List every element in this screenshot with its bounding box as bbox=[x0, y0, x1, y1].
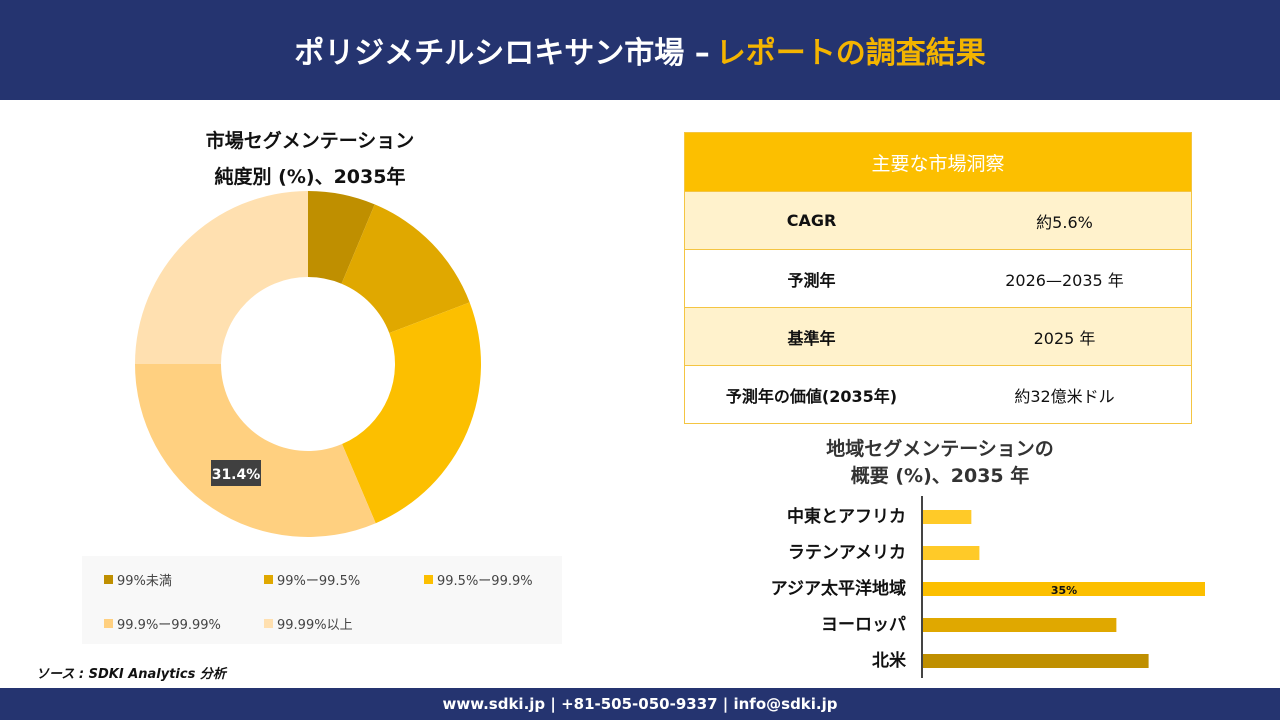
legend-swatch bbox=[264, 575, 273, 584]
row-value: 2025 年 bbox=[1033, 328, 1096, 348]
row-label: CAGR bbox=[786, 211, 837, 230]
legend-swatch bbox=[104, 619, 113, 628]
legend-swatch bbox=[264, 619, 273, 628]
table-row: 予測年 2026—2035 年 bbox=[685, 249, 1191, 307]
insights-title: 主要な市場洞察 bbox=[685, 133, 1191, 191]
donut-slice bbox=[342, 302, 481, 524]
bar bbox=[923, 654, 1149, 668]
bar-subtitle: 概要 (%)、2035 年 bbox=[850, 465, 1030, 487]
table-row: 予測年の価値(2035年) 約32億米ドル bbox=[685, 365, 1191, 423]
donut-chart: 31.4% bbox=[135, 191, 481, 537]
bar-category-label: ヨーロッパ bbox=[821, 615, 906, 635]
bar bbox=[923, 618, 1117, 632]
legend-label: 99.9%ー99.99% bbox=[117, 618, 221, 633]
insights-table: 主要な市場洞察 CAGR 約5.6% 予測年 2026—2035 年 基準年 2025… bbox=[684, 132, 1192, 424]
bar-title: 地域セグメンテーションの bbox=[826, 438, 1054, 460]
donut-slice bbox=[135, 191, 308, 364]
row-label: 基準年 bbox=[787, 328, 836, 348]
row-value: 約32億米ドル bbox=[1014, 386, 1115, 406]
bar-category-label: ラテンアメリカ bbox=[788, 543, 906, 563]
legend-swatch bbox=[424, 575, 433, 584]
bar-category-label: 北米 bbox=[872, 650, 907, 671]
legend-swatch bbox=[104, 575, 113, 584]
donut-legend: 99%未満 99%ー99.5% 99.5%ー99.9% 99.9%ー99.99% 99.… bbox=[82, 556, 562, 644]
bar-category-label: アジア太平洋地域 bbox=[771, 578, 906, 599]
donut-slice bbox=[135, 364, 376, 537]
page-title-highlight: レポートの調査結果 bbox=[715, 36, 986, 71]
donut-subtitle: 純度別 (%)、2035年 bbox=[214, 166, 406, 188]
header-banner: ポリジメチルシロキサン市場 – レポートの調査結果 bbox=[0, 0, 1280, 100]
bar bbox=[923, 582, 1205, 596]
table-row: CAGR 約5.6% bbox=[685, 191, 1191, 249]
donut-slice bbox=[341, 204, 470, 333]
footer-contact: www.sdki.jp | +81-505-050-9337 | info@sd… bbox=[0, 688, 1280, 720]
source-note: ソース : SDKI Analytics 分析 bbox=[36, 667, 226, 682]
legend-item: 99.5%ー99.9% bbox=[424, 570, 533, 589]
donut-slice bbox=[308, 191, 375, 284]
legend-label: 99.5%ー99.9% bbox=[437, 574, 533, 589]
legend-item: 99%未満 bbox=[104, 570, 172, 589]
bar-category-label: 中東とアフリカ bbox=[787, 506, 906, 527]
row-label: 予測年 bbox=[787, 270, 836, 290]
data-label: 31.4% bbox=[212, 467, 261, 483]
table-row: 基準年 2025 年 bbox=[685, 307, 1191, 365]
legend-label: 99%未満 bbox=[117, 574, 172, 589]
row-label: 予測年の価値(2035年) bbox=[725, 386, 898, 406]
legend-item: 99%ー99.5% bbox=[264, 570, 360, 589]
row-value: 約5.6% bbox=[1036, 212, 1093, 232]
legend-label: 99.99%以上 bbox=[277, 618, 353, 633]
donut-title: 市場セグメンテーション bbox=[205, 130, 415, 152]
data-label-box bbox=[211, 460, 261, 486]
row-value: 2026—2035 年 bbox=[1005, 270, 1124, 290]
page-title: ポリジメチルシロキサン市場 – bbox=[294, 36, 710, 71]
bar-data-label: 35% bbox=[1051, 584, 1077, 597]
bar bbox=[923, 546, 980, 560]
bar bbox=[923, 510, 972, 524]
legend-label: 99%ー99.5% bbox=[277, 574, 361, 589]
legend-item: 99.99%以上 bbox=[264, 614, 353, 633]
legend-item: 99.9%ー99.99% bbox=[104, 614, 221, 633]
